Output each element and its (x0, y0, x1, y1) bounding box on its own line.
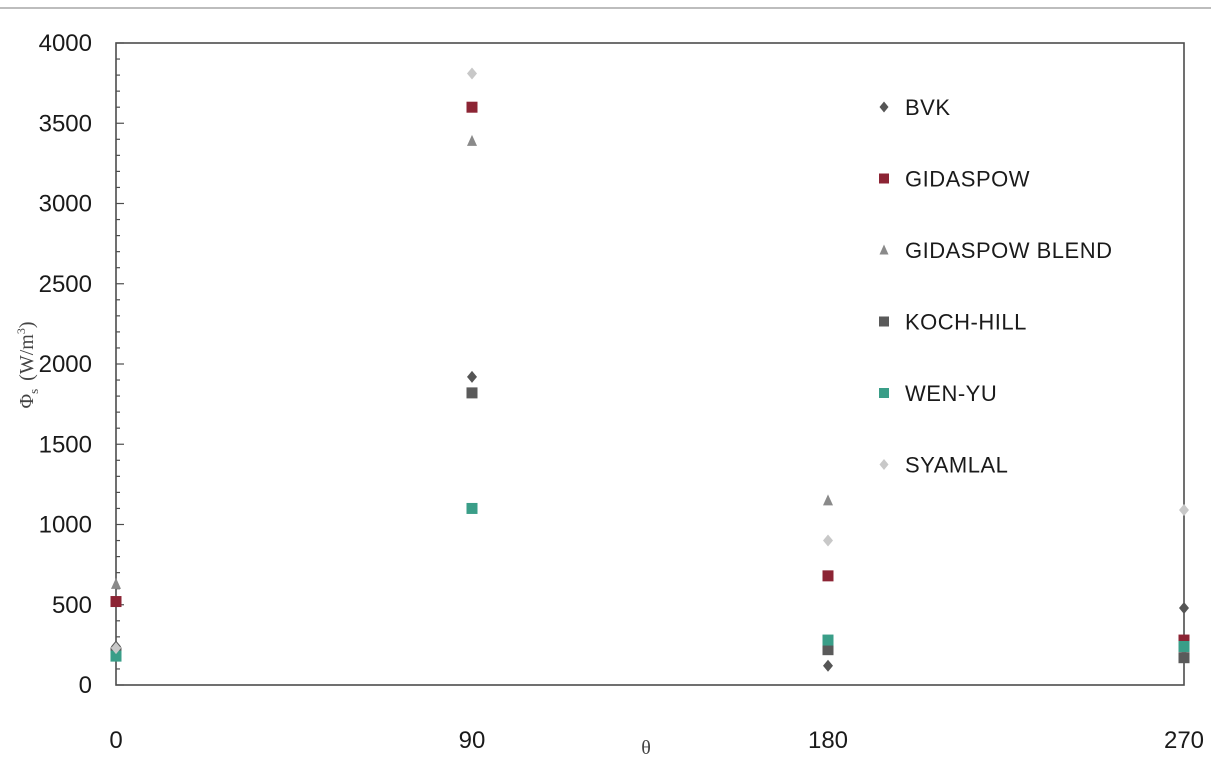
data-point (822, 644, 834, 656)
y-tick-label: 4000 (39, 30, 92, 57)
y-tick-label: 3000 (39, 191, 92, 218)
legend-marker (879, 388, 889, 398)
data-point (822, 570, 834, 582)
y-tick-label: 2500 (39, 271, 92, 298)
series-koch-hill (110, 387, 1190, 664)
x-tick-label: 90 (459, 727, 486, 754)
legend-marker (879, 101, 889, 113)
data-point (1179, 601, 1189, 614)
y-axis-title: Φs (W/m3) (14, 321, 41, 408)
legend-label: SYAMLAL (905, 453, 1008, 478)
legend-marker (879, 459, 889, 470)
data-point (822, 634, 834, 646)
legend-label: GIDASPOW BLEND (905, 238, 1112, 263)
series-bvk (111, 370, 1189, 672)
series-wen-yu (110, 502, 1190, 662)
y-tick-label: 1000 (39, 512, 92, 539)
data-point (111, 642, 121, 655)
data-point (467, 134, 477, 146)
data-point (466, 101, 478, 113)
y-axis-title-symbol: Φ (16, 394, 38, 409)
legend-item: BVK (879, 95, 951, 120)
data-point (1178, 634, 1190, 646)
legend-label: BVK (905, 95, 951, 120)
legend-label: WEN-YU (905, 381, 997, 406)
y-axis-title-subscript: s (26, 389, 41, 394)
x-axis-ticks: 0 90 180 270 (109, 727, 1204, 754)
data-point (823, 534, 833, 547)
x-tick-label: 0 (109, 727, 122, 754)
data-point (467, 370, 477, 383)
data-point (1178, 652, 1190, 664)
data-point (1179, 504, 1189, 517)
data-point (1178, 640, 1190, 652)
data-point (823, 494, 833, 506)
y-axis-ticks: 0 500 1000 1500 2000 2500 3000 3500 4000 (39, 30, 124, 699)
series-gidaspow (110, 101, 1190, 646)
legend: BVK GIDASPOW GIDASPOW BLEND KOCH-HILL WEN-YU… (879, 95, 1112, 478)
y-tick-label: 1500 (39, 431, 92, 458)
legend-label: GIDASPOW (905, 167, 1030, 192)
y-tick-label: 2000 (39, 351, 92, 378)
y-axis-title-unit: (W/m (16, 334, 38, 381)
y-tick-label: 500 (52, 592, 92, 619)
series-syamlal (111, 67, 1189, 655)
data-point (111, 577, 121, 589)
legend-item: WEN-YU (879, 381, 997, 406)
x-tick-label: 270 (1164, 727, 1204, 754)
y-tick-label: 0 (79, 672, 92, 699)
y-axis-title-unit-superscript: 3 (14, 328, 28, 334)
legend-item: SYAMLAL (879, 453, 1008, 478)
data-point (466, 502, 478, 514)
data-point (467, 67, 477, 80)
data-point (110, 596, 122, 608)
legend-item: GIDASPOW (879, 167, 1030, 192)
data-point (823, 659, 833, 672)
legend-item: GIDASPOW BLEND (879, 238, 1112, 263)
x-tick-label: 180 (808, 727, 848, 754)
legend-label: KOCH-HILL (905, 310, 1027, 335)
legend-marker (879, 173, 889, 184)
legend-item: KOCH-HILL (879, 310, 1027, 335)
x-axis-title: θ (641, 737, 651, 758)
y-tick-label: 3500 (39, 110, 92, 137)
legend-marker (879, 316, 889, 327)
data-point (110, 650, 122, 662)
legend-marker (879, 244, 889, 255)
plot-area-border (115, 42, 1185, 686)
data-marks (110, 67, 1190, 672)
data-point (466, 387, 478, 399)
series-gidaspow-blend (111, 134, 1189, 658)
y-axis-title-unit-close: ) (16, 321, 38, 328)
plot-frame (115, 42, 1185, 686)
